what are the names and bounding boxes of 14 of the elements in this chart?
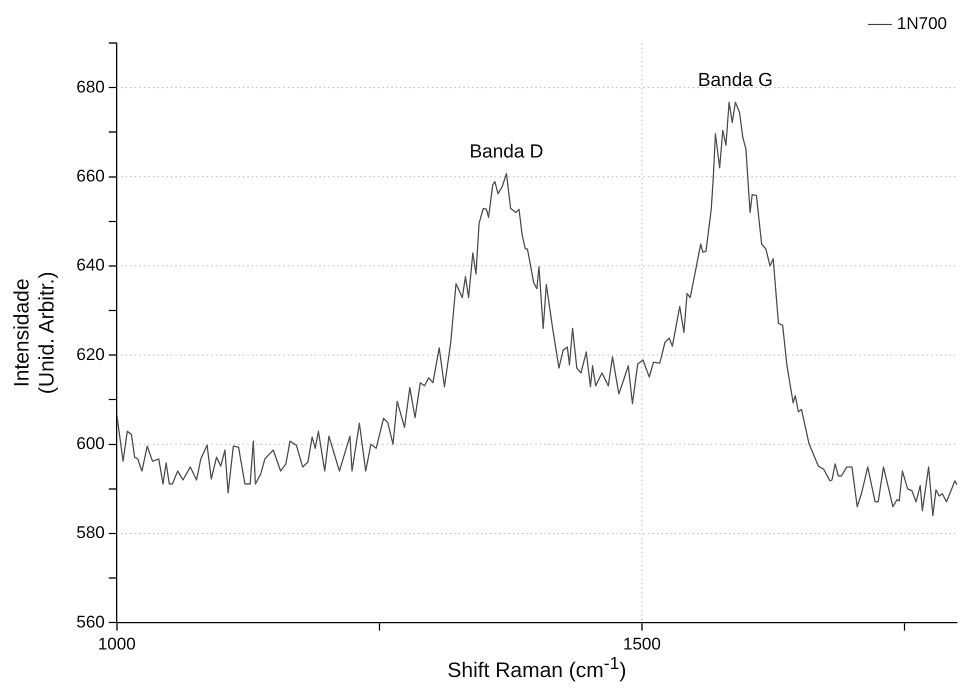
annotation: Banda D	[469, 141, 544, 162]
y-tick-label: 600	[76, 434, 105, 453]
annotation: Banda G	[698, 70, 773, 92]
y-tick-label: 660	[76, 166, 105, 186]
x-tick-label: 1000	[98, 634, 136, 654]
y-tick-label: 580	[76, 523, 105, 542]
y-tick-label: 560	[76, 612, 105, 632]
y-tick-label: 680	[76, 77, 105, 96]
y-tick-label: 640	[76, 256, 105, 275]
y-axis-title: Intensidade (Unid. Arbitr.)	[10, 272, 59, 394]
y-tick-label: 620	[76, 344, 105, 364]
x-axis-title: Shift Raman (cm$^{-1}$)	[446, 652, 628, 683]
x-tick-label: 1500	[622, 634, 661, 654]
legend-label: 1N700	[896, 14, 948, 34]
